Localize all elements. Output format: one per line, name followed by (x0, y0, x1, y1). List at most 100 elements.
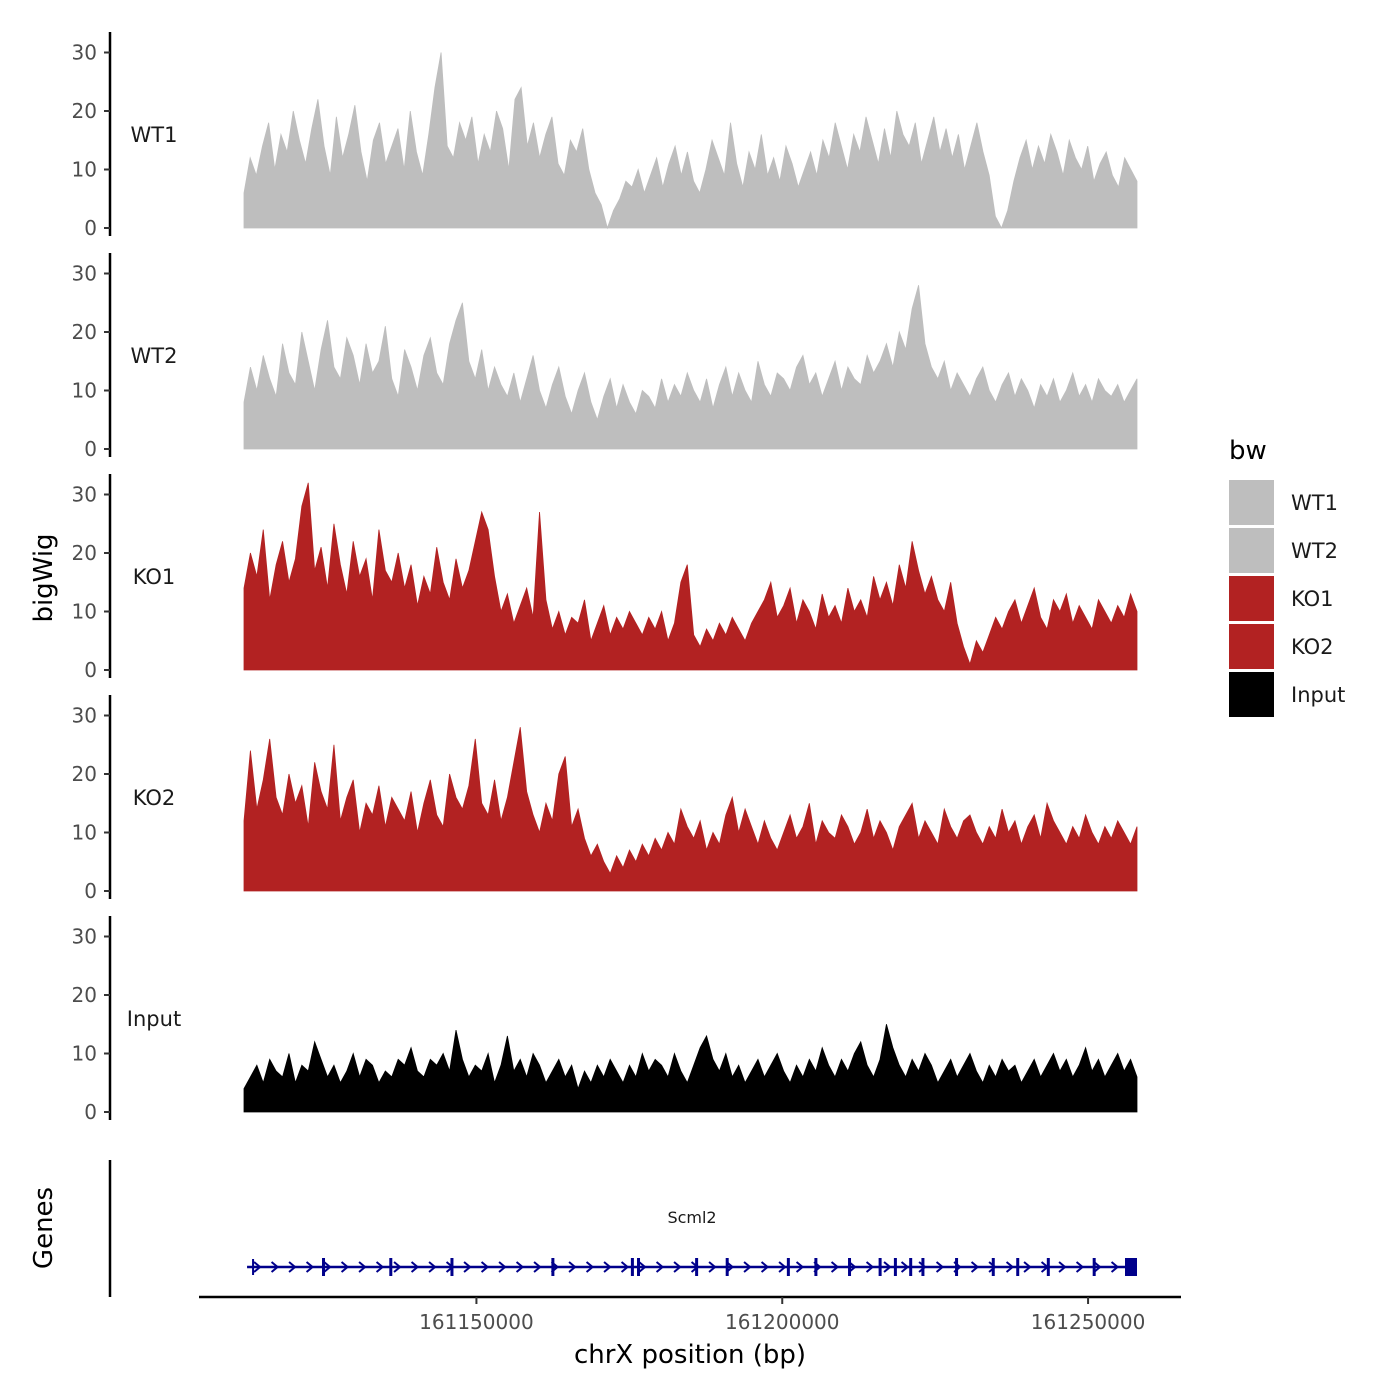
y-tick-label: 20 (72, 99, 97, 123)
exon (450, 1258, 454, 1276)
strand-arrow-icon (603, 1261, 612, 1273)
exon (921, 1258, 925, 1276)
exon (551, 1258, 555, 1276)
strand-arrow-icon (463, 1261, 472, 1273)
track-panels: 0 10 20 30 WT1 0 10 20 30 WT2 0 10 20 30 KO1 0 10 20 30 KO2… (72, 32, 1138, 1124)
coverage-area-wt2 (243, 285, 1138, 450)
strand-arrow-icon (323, 1261, 332, 1273)
track-label-ko1: KO1 (133, 565, 176, 589)
strand-arrow-icon (1023, 1261, 1032, 1273)
y-tick-label: 10 (72, 600, 97, 624)
strand-arrow-icon (515, 1261, 525, 1273)
exon (252, 1259, 255, 1275)
coverage-area-ko2 (243, 727, 1138, 892)
exon (909, 1258, 913, 1276)
exon (878, 1258, 882, 1276)
strand-arrow-icon (410, 1261, 420, 1273)
strand-arrow-icon (673, 1261, 682, 1273)
x-tick-label: 161250000 (1031, 1310, 1146, 1334)
exon (848, 1258, 852, 1276)
strand-arrow-icon (1110, 1261, 1120, 1273)
strand-arrow-icon (270, 1261, 280, 1273)
strand-arrow-icon (760, 1261, 770, 1273)
exon (1016, 1258, 1020, 1276)
y-tick-label: 0 (84, 1100, 97, 1124)
strand-arrow-icon (620, 1261, 630, 1273)
strand-arrow-icon (1058, 1261, 1067, 1273)
exon (630, 1258, 634, 1276)
legend-label-ko2: KO2 (1291, 635, 1334, 659)
coverage-area-ko1 (243, 482, 1138, 671)
strand-arrow-icon (918, 1261, 927, 1273)
strand-arrow-icon (848, 1261, 857, 1273)
legend-swatch-ko2 (1229, 624, 1274, 669)
x-tick-label: 161150000 (419, 1310, 534, 1334)
strand-arrow-icon (568, 1261, 577, 1273)
exon (322, 1258, 326, 1276)
strand-arrow-icon (375, 1261, 385, 1273)
coverage-area-wt1 (243, 52, 1138, 230)
strand-arrow-icon (288, 1261, 297, 1273)
exon (1046, 1258, 1050, 1276)
gene-name-label: Scml2 (667, 1208, 716, 1227)
strand-arrow-icon (708, 1261, 717, 1273)
strand-arrow-icon (1093, 1261, 1102, 1273)
y-tick-label: 20 (72, 320, 97, 344)
strand-arrow-icon (340, 1261, 350, 1273)
exon (814, 1258, 818, 1276)
strand-arrow-icon (480, 1261, 490, 1273)
y-tick-label: 20 (72, 983, 97, 1007)
y-tick-label: 30 (72, 704, 97, 728)
exon (893, 1258, 897, 1276)
legend-title: bw (1229, 436, 1267, 466)
y-tick-label: 30 (72, 262, 97, 286)
legend-swatch-wt1 (1229, 480, 1274, 525)
legend-label-input: Input (1291, 683, 1345, 707)
track-wt1: 0 10 20 30 WT1 (72, 32, 1138, 240)
legend-swatch-input (1229, 672, 1274, 717)
legend: bw WT1 WT2 KO1 KO2 Input (1229, 436, 1345, 717)
y-tick-label: 30 (72, 41, 97, 65)
track-wt2: 0 10 20 30 WT2 (72, 253, 1138, 461)
strand-arrow-icon (988, 1261, 997, 1273)
strand-arrow-icon (830, 1261, 840, 1273)
coverage-area-input (243, 1024, 1138, 1113)
strand-arrow-icon (865, 1261, 875, 1273)
strand-arrow-icon (498, 1261, 507, 1273)
gene-model (247, 1258, 1137, 1276)
track-ko1: 0 10 20 30 KO1 (72, 474, 1138, 682)
track-ko2: 0 10 20 30 KO2 (72, 695, 1138, 903)
gene-panel: Scml2 (108, 1160, 1137, 1297)
legend-label-wt1: WT1 (1291, 491, 1338, 515)
exon (955, 1258, 959, 1276)
y-tick-label: 20 (72, 762, 97, 786)
track-input: 0 10 20 30 Input (72, 916, 1138, 1124)
exon (695, 1258, 699, 1276)
strand-arrow-icon (358, 1261, 367, 1273)
track-label-input: Input (127, 1007, 181, 1031)
exon (389, 1258, 393, 1276)
y-tick-label: 10 (72, 1042, 97, 1066)
track-label-ko2: KO2 (133, 786, 176, 810)
x-tick-label: 161200000 (725, 1310, 840, 1334)
exon (637, 1258, 641, 1276)
y-tick-label: 0 (84, 879, 97, 903)
strand-arrow-icon (795, 1261, 805, 1273)
y-tick-label: 10 (72, 821, 97, 845)
legend-label-ko1: KO1 (1291, 587, 1334, 611)
legend-swatch-ko1 (1229, 576, 1274, 621)
y-tick-label: 0 (84, 437, 97, 461)
y-axis-title: bigWig (29, 533, 59, 622)
y-tick-label: 0 (84, 658, 97, 682)
exon (1125, 1258, 1137, 1276)
genes-panel-title: Genes (29, 1187, 59, 1269)
legend-swatch-wt2 (1229, 528, 1274, 573)
strand-arrow-icon (533, 1261, 542, 1273)
y-tick-label: 0 (84, 216, 97, 240)
exon (725, 1258, 729, 1276)
strand-arrow-icon (638, 1261, 647, 1273)
y-tick-label: 20 (72, 541, 97, 565)
exon (1092, 1258, 1096, 1276)
y-tick-label: 30 (72, 925, 97, 949)
